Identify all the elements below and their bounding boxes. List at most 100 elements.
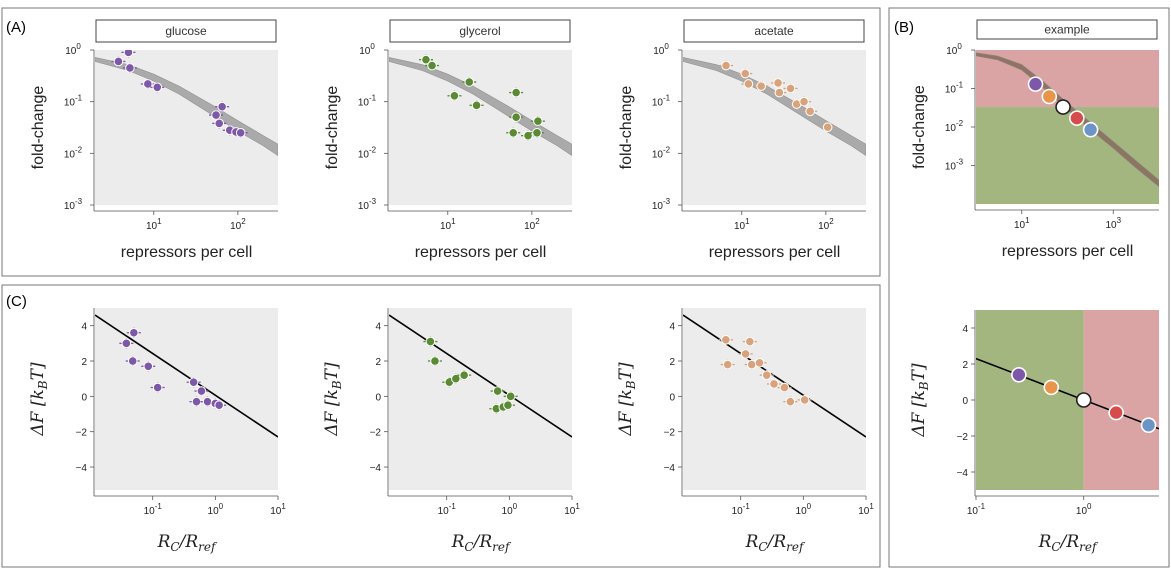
data-point [471,100,482,111]
data-point [721,335,731,345]
x-tick-label-base: 10 [144,506,156,517]
x-tick-label: 101 [146,217,162,232]
data-point [430,356,440,366]
plot-area [389,54,572,157]
data-point [1075,392,1092,408]
data-point [769,379,779,389]
plot-background [389,308,572,490]
y-tick-label-exp: 0 [76,42,81,51]
y-tick-label: −4 [370,463,382,474]
data-point [191,396,202,407]
y-tick-label-base: 10 [945,162,957,173]
plot-title: glucose [165,24,207,38]
x-tick-label-base: 10 [230,221,242,232]
x-tick-label: 102 [524,217,540,232]
y-tick-label-base: 10 [652,98,664,109]
x-tick-label-base: 10 [208,506,220,517]
data-point [217,101,227,112]
data-point [799,395,810,405]
y-tick-label: 4 [375,322,381,333]
y-tick-label-exp: -3 [369,197,377,206]
data-point [740,349,751,359]
data-point [143,361,154,372]
y-axis-label: ΔF [kBT] [28,362,50,437]
y-tick-label-exp: -1 [663,94,671,103]
data-point [202,396,213,407]
x-tick-label-exp: 1 [1025,216,1030,225]
y-tick-label-base: 10 [65,46,77,57]
y-tick-label: 10-2 [64,145,83,160]
x-axis-label: repressors per cell [709,244,841,261]
theory-band [95,57,278,157]
x-tick-label-base: 10 [818,221,830,232]
data-point [214,400,224,410]
plot-background [95,308,278,490]
x-tick-label: 100 [502,502,518,517]
panel-a-frame [1,7,881,277]
data-point [152,82,163,93]
y-axis-label: fold-change [30,86,47,170]
panel-label-b: (B) [894,19,914,36]
data-point [756,81,766,91]
x-tick-label: 101 [858,502,874,517]
data-point [805,106,815,117]
x-tick-label-base: 10 [502,506,514,517]
y-tick-label: −2 [957,432,969,443]
plot-background [95,50,278,205]
y-tick-label-exp: -2 [369,145,377,154]
x-axis-label: repressors per cell [121,244,253,261]
y-tick-label: 10-2 [358,145,377,160]
y-tick-label: 10-3 [64,197,83,212]
data-point [113,56,124,67]
x-tick-label-base: 10 [1076,506,1088,517]
data-point [523,130,533,141]
data-point [532,127,542,138]
data-point [774,87,785,98]
x-tick-label-exp: 0 [807,502,812,511]
data-point [1041,88,1058,105]
y-tick-label: 4 [669,322,675,333]
panel-c-frame [1,284,881,568]
data-point [743,79,754,89]
data-point [214,118,225,129]
x-tick-label: 100 [796,502,812,517]
y-tick-label: 10-1 [64,94,83,109]
y-tick-label-base: 10 [653,46,665,57]
x-tick-label-exp: 1 [575,502,580,511]
y-tick-label: 0 [669,392,675,403]
x-tick-label: 101 [1014,216,1030,231]
x-tick-label-exp: 1 [745,217,750,226]
data-point [1108,404,1124,421]
y-tick-label-base: 10 [946,46,958,57]
x-tick-label-base: 10 [564,506,576,517]
plot-area [683,314,866,438]
plot-area [683,57,866,157]
x-tick-label: 102 [230,217,246,232]
y-tick-label: 2 [81,357,87,368]
y-tick-label-exp: -3 [663,197,671,206]
theory-line [389,314,572,438]
data-point [1082,121,1099,138]
data-point [123,50,134,58]
y-tick-label: 10-1 [945,81,964,96]
y-tick-label-base: 10 [652,201,664,212]
y-tick-label-base: 10 [358,149,370,160]
y-tick-label: 0 [962,396,968,407]
data-point [196,386,207,396]
x-tick-label-base: 10 [967,506,979,517]
y-tick-label: 4 [962,324,968,335]
title-box [95,19,277,43]
y-tick-label-exp: 0 [370,42,375,51]
plot-area [389,314,572,438]
y-tick-label: 100 [65,42,81,57]
x-tick-label: 103 [1105,216,1121,231]
x-tick-label-base: 10 [796,506,808,517]
data-point [740,68,751,79]
x-tick-label-exp: 0 [219,502,224,511]
x-tick-label-base: 10 [146,221,158,232]
data-point [125,63,135,73]
